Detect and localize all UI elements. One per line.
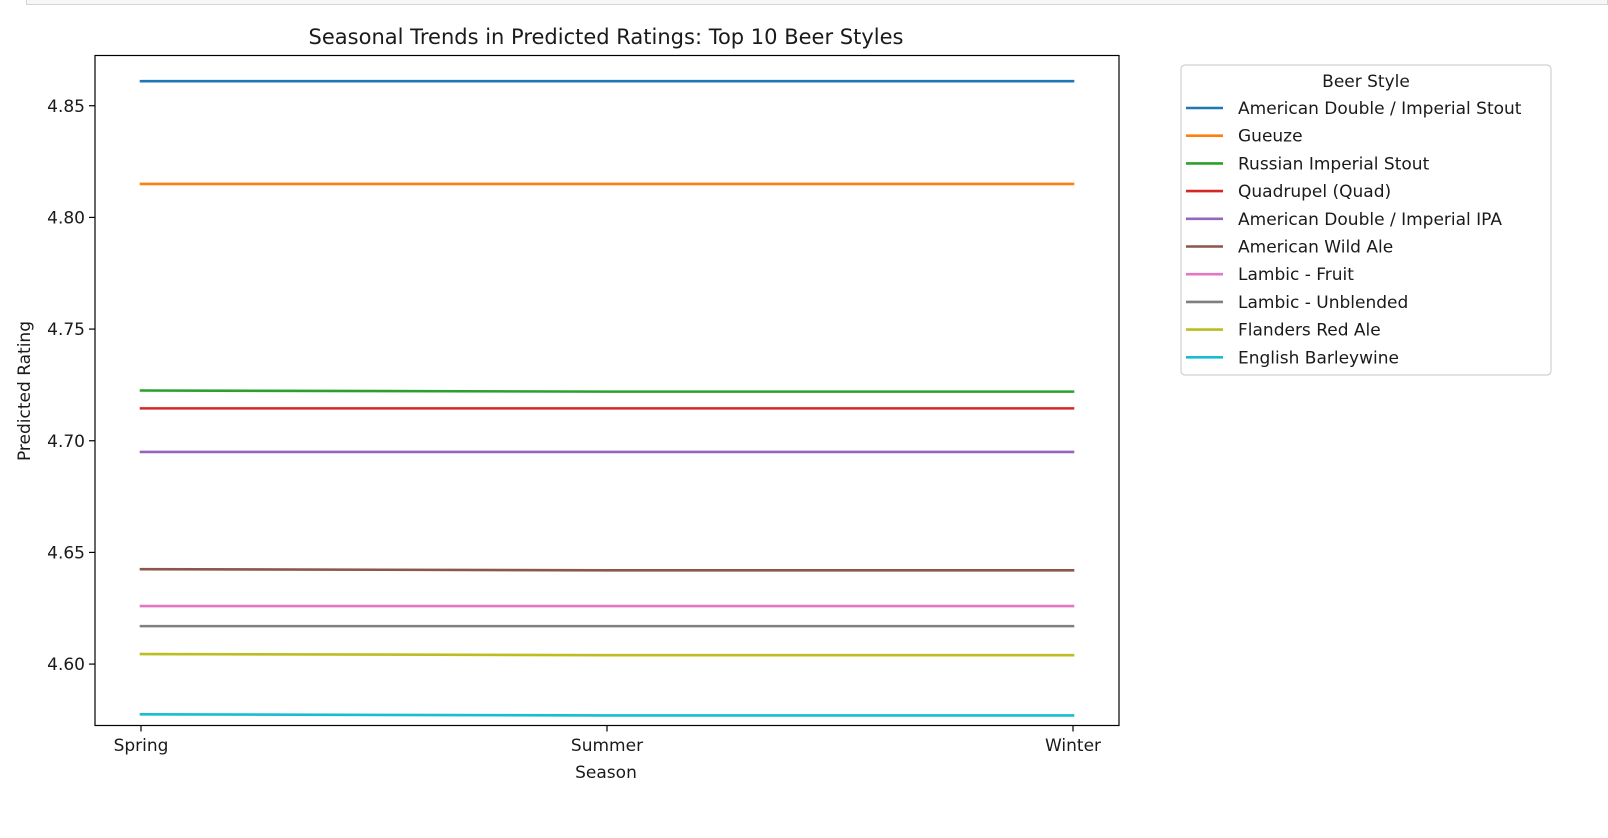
x-tick-label: Spring	[114, 736, 169, 756]
y-tick-label: 4.70	[47, 432, 85, 452]
y-tick-label: 4.85	[47, 97, 85, 117]
y-tick-label: 4.65	[47, 543, 85, 563]
legend-entry: American Double / Imperial IPA	[1186, 210, 1502, 230]
legend-label: American Wild Ale	[1238, 238, 1393, 258]
legend-label: Lambic - Fruit	[1238, 265, 1354, 285]
legend-label: American Double / Imperial IPA	[1238, 210, 1502, 230]
legend-label: Lambic - Unblended	[1238, 293, 1408, 313]
legend-title: Beer Style	[1322, 72, 1410, 92]
series-lines	[139, 79, 1075, 717]
legend-entry: Quadrupel (Quad)	[1186, 182, 1391, 202]
legend-entry: Flanders Red Ale	[1186, 321, 1381, 341]
series-line-10	[139, 713, 1075, 717]
legend-entry: Lambic - Unblended	[1186, 293, 1408, 313]
legend-label: Russian Imperial Stout	[1238, 154, 1430, 174]
legend: Beer Style American Double / Imperial St…	[1180, 64, 1552, 376]
legend-entry: English Barleywine	[1186, 348, 1399, 368]
series-line-3	[139, 389, 1075, 393]
legend-entry: Gueuze	[1186, 127, 1303, 147]
y-tick-label: 4.80	[47, 208, 85, 228]
legend-label: Gueuze	[1238, 127, 1303, 147]
legend-label: English Barleywine	[1238, 348, 1399, 368]
x-axis-label: Season	[575, 763, 637, 783]
legend-label: Flanders Red Ale	[1238, 321, 1381, 341]
plot-area-frame	[94, 54, 1120, 727]
x-tick-label: Summer	[571, 736, 643, 756]
legend-entry: American Wild Ale	[1186, 238, 1393, 258]
legend-entry: Lambic - Fruit	[1186, 265, 1354, 285]
chart-title: Seasonal Trends in Predicted Ratings: To…	[309, 25, 904, 49]
y-axis-ticks: 4.60 4.65 4.70 4.75 4.80 4.85	[47, 97, 95, 675]
x-axis-ticks: Spring Summer Winter	[114, 725, 1101, 756]
legend-label: American Double / Imperial Stout	[1238, 99, 1522, 119]
legend-entry: American Double / Imperial Stout	[1186, 99, 1522, 119]
x-tick-label: Winter	[1045, 736, 1101, 756]
y-axis-label: Predicted Rating	[15, 321, 35, 461]
series-line-9	[139, 652, 1075, 657]
legend-entry: Russian Imperial Stout	[1186, 154, 1430, 174]
series-line-6	[139, 567, 1075, 572]
legend-frame	[1180, 64, 1552, 376]
legend-label: Quadrupel (Quad)	[1238, 182, 1391, 202]
y-tick-label: 4.60	[47, 655, 85, 675]
y-tick-label: 4.75	[47, 320, 85, 340]
